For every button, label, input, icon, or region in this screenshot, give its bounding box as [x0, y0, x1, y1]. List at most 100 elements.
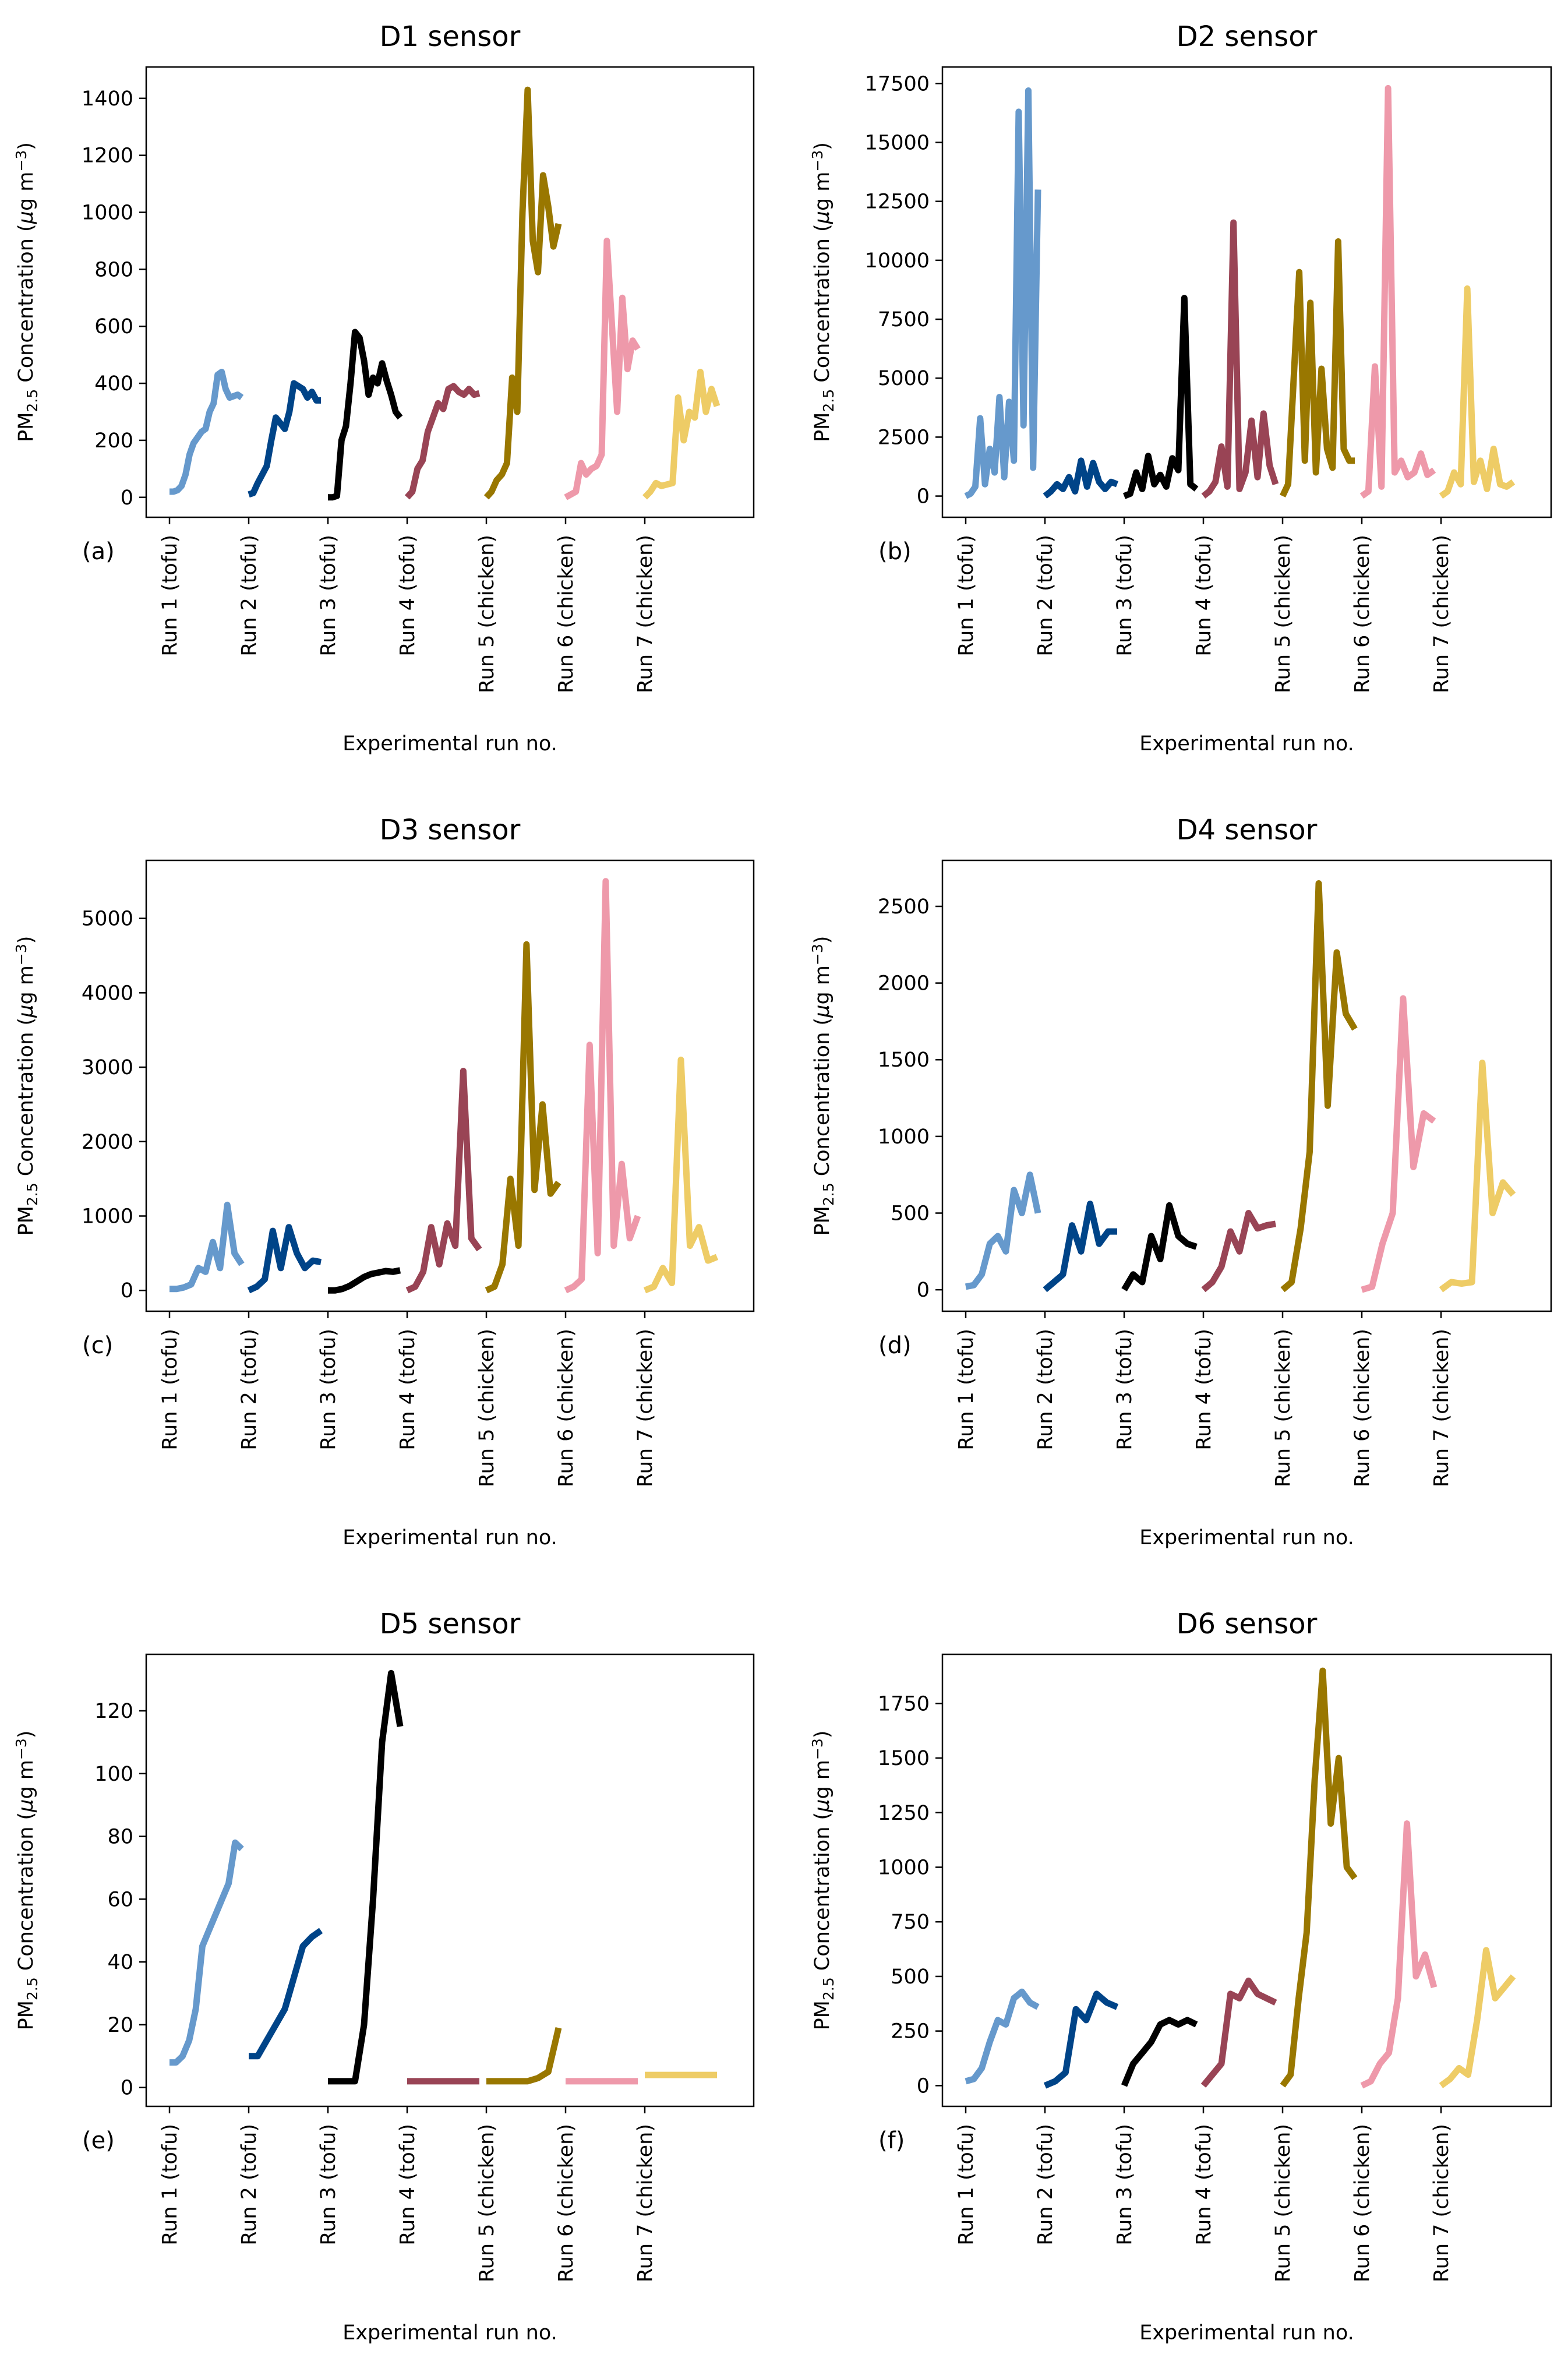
y-axis-label-part: μ — [811, 1005, 834, 1018]
y-axis-label-part: μ — [15, 1005, 38, 1018]
y-axis-label-part: 2.5 — [24, 1977, 41, 2000]
series-line-run-2 — [1043, 457, 1118, 499]
x-tick-label: Run 7 (chicken) — [634, 2124, 657, 2282]
y-tick-label: 0 — [121, 1279, 133, 1302]
series-line-run-6 — [1361, 995, 1436, 1293]
x-tick-label: Run 3 (tofu) — [1113, 2124, 1136, 2246]
y-tick-label: 40 — [107, 1951, 133, 1974]
x-tick-label: Run 3 (tofu) — [317, 2124, 340, 2246]
chart-title: D4 sensor — [1177, 814, 1318, 846]
y-axis-label-part: 2.5 — [820, 1182, 837, 1206]
x-tick-label: Run 1 (tofu) — [955, 1329, 978, 1450]
series-line-run-6 — [1360, 1820, 1438, 2089]
series-line-run-5 — [1280, 1667, 1358, 2088]
x-tick-label: Run 7 (chicken) — [1430, 2124, 1453, 2282]
series-line-run-2 — [1043, 1990, 1119, 2089]
y-axis-label-part: PM — [15, 412, 38, 442]
series-line-run-1 — [965, 1171, 1041, 1290]
y-axis-label-part: −3 — [809, 150, 826, 172]
y-tick-label: 800 — [94, 258, 133, 281]
axes-frame — [941, 66, 1552, 518]
y-axis-label-part: ) — [15, 1731, 38, 1739]
y-axis-label-part: g m — [811, 172, 834, 211]
axes-frame — [145, 66, 755, 518]
chart-panel-1: D1 sensor 0 200 400 600 800 1000 1200 1400 Run 1 … — [13, 20, 755, 756]
chart-title: D3 sensor — [380, 814, 521, 846]
series-line-run-3 — [1122, 295, 1199, 499]
y-axis-label-part: μ — [811, 1799, 834, 1813]
chart-panel-3: D3 sensor 0 1000 2000 3000 4000 5000 Run 1 (tof… — [13, 814, 755, 1549]
axes-frame — [145, 859, 755, 1312]
y-tick-label: 80 — [107, 1826, 133, 1849]
y-tick-label: 0 — [121, 2077, 133, 2100]
y-axis-label-part: 2.5 — [24, 389, 41, 412]
y-tick-label: 1000 — [82, 1205, 133, 1229]
y-axis-label-part: Concentration ( — [811, 1812, 834, 1978]
series-line-run-5 — [485, 941, 561, 1294]
y-tick-label: 17500 — [865, 72, 930, 96]
series-line-run-1 — [169, 1201, 245, 1293]
x-tick-label: Run 1 (tofu) — [158, 1329, 182, 1450]
y-tick-label: 5000 — [82, 908, 133, 931]
series-line-run-3 — [328, 1267, 401, 1294]
y-axis-label-part: −3 — [809, 944, 826, 965]
series-line-run-4 — [1200, 1977, 1277, 2088]
x-tick-label: Run 2 (tofu) — [1034, 1329, 1057, 1450]
series-line-run-5 — [483, 86, 562, 500]
y-tick-label: 250 — [891, 2020, 930, 2043]
y-tick-label: 400 — [94, 372, 133, 396]
y-tick-label: 0 — [917, 1279, 930, 1302]
chart-title: D6 sensor — [1177, 1608, 1318, 1640]
chart-title: D5 sensor — [380, 1608, 521, 1640]
y-tick-label: 600 — [94, 315, 133, 338]
panel-label: (f) — [878, 2127, 905, 2154]
y-tick-label: 5000 — [878, 367, 930, 390]
panel-label: (a) — [82, 538, 115, 565]
x-tick-label: Run 6 (chicken) — [1351, 1329, 1374, 1487]
y-tick-label: 0 — [917, 485, 930, 509]
y-axis-label-part: ) — [811, 142, 834, 150]
y-axis-label-part: g m — [15, 965, 38, 1004]
x-axis-label: Experimental run no. — [1139, 732, 1354, 756]
series-line-run-2 — [249, 1928, 323, 2060]
y-tick-label: 1500 — [878, 1747, 930, 1770]
x-tick-label: Run 3 (tofu) — [1113, 1329, 1136, 1450]
y-tick-label: 1200 — [82, 144, 133, 168]
y-tick-label: 200 — [94, 429, 133, 453]
series-line-run-7 — [642, 369, 721, 500]
series-line-run-3 — [1121, 2017, 1198, 2087]
y-axis-label-part: g m — [811, 965, 834, 1004]
x-axis-label: Experimental run no. — [342, 1526, 557, 1549]
x-axis-label: Experimental run no. — [1139, 2321, 1354, 2345]
y-axis-label-part: μ — [811, 211, 834, 224]
chart-panel-2: D2 sensor 0 2500 5000 7500 10000 12500 15000 175… — [809, 20, 1552, 756]
chart-title: D1 sensor — [380, 20, 521, 53]
y-tick-label: 60 — [107, 1888, 133, 1911]
x-tick-label: Run 2 (tofu) — [238, 1329, 261, 1450]
x-tick-label: Run 3 (tofu) — [317, 535, 340, 656]
axes-frame — [145, 1653, 755, 2108]
y-axis-label-part: PM — [811, 1206, 834, 1236]
y-tick-label: 2500 — [878, 426, 930, 449]
y-tick-label: 1000 — [878, 1856, 930, 1880]
y-tick-label: 1000 — [82, 202, 133, 225]
chart-title: D2 sensor — [1177, 20, 1318, 53]
series-line-run-1 — [964, 87, 1041, 499]
y-axis-label: PM2.5 Concentration (μg m−3) — [13, 142, 41, 442]
y-axis-label-part: PM — [811, 412, 834, 442]
x-tick-label: Run 1 (tofu) — [158, 2124, 182, 2246]
y-axis-label: PM2.5 Concentration (μg m−3) — [809, 142, 837, 442]
x-tick-label: Run 7 (chicken) — [1430, 535, 1453, 693]
y-axis-label-part: −3 — [809, 1738, 826, 1760]
series-line-run-5 — [1280, 238, 1355, 497]
y-axis-label-part: 2.5 — [24, 1182, 41, 1206]
series-line-run-7 — [1439, 1060, 1516, 1293]
x-tick-label: Run 4 (tofu) — [1192, 1329, 1216, 1450]
x-tick-label: Run 3 (tofu) — [317, 1329, 340, 1450]
series-line-run-1 — [169, 369, 244, 495]
y-tick-label: 7500 — [878, 308, 930, 331]
x-tick-label: Run 5 (chicken) — [475, 2124, 499, 2282]
y-tick-label: 500 — [891, 1202, 930, 1226]
x-tick-label: Run 4 (tofu) — [1192, 2124, 1216, 2246]
